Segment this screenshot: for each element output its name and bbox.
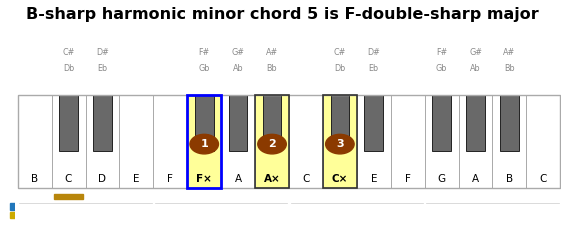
Text: D#: D# xyxy=(367,48,380,57)
Bar xyxy=(263,95,282,151)
Bar xyxy=(391,95,425,188)
Bar xyxy=(425,95,459,188)
Text: D: D xyxy=(99,174,106,184)
Bar xyxy=(52,95,86,188)
Text: Bb: Bb xyxy=(504,64,515,73)
Text: B: B xyxy=(31,174,38,184)
Bar xyxy=(10,212,15,218)
Bar xyxy=(289,95,323,188)
Text: Bb: Bb xyxy=(267,64,278,73)
Bar xyxy=(229,95,248,151)
Text: A: A xyxy=(472,174,479,184)
Text: C: C xyxy=(540,174,547,184)
Text: A: A xyxy=(235,174,242,184)
Text: E: E xyxy=(370,174,377,184)
Text: basicmusictheory.com: basicmusictheory.com xyxy=(5,80,10,145)
Text: A#: A# xyxy=(266,48,278,57)
Bar xyxy=(187,95,221,188)
Text: 3: 3 xyxy=(336,139,343,149)
Bar xyxy=(153,95,187,188)
Bar xyxy=(187,95,221,188)
Bar xyxy=(119,95,153,188)
Text: E: E xyxy=(133,174,140,184)
Text: Eb: Eb xyxy=(97,64,108,73)
Text: C: C xyxy=(302,174,310,184)
Text: C#: C# xyxy=(334,48,346,57)
Bar xyxy=(466,95,485,151)
Text: 2: 2 xyxy=(268,139,276,149)
Bar xyxy=(500,95,519,151)
Text: B-sharp harmonic minor chord 5 is F-double-sharp major: B-sharp harmonic minor chord 5 is F-doub… xyxy=(26,7,539,22)
Bar xyxy=(432,95,451,151)
Text: C×: C× xyxy=(332,174,348,184)
Bar xyxy=(54,194,83,199)
Text: D#: D# xyxy=(96,48,109,57)
Bar xyxy=(59,95,78,151)
Text: Gb: Gb xyxy=(436,64,448,73)
Text: C#: C# xyxy=(62,48,75,57)
Text: C: C xyxy=(65,174,72,184)
Bar xyxy=(323,95,357,188)
Bar xyxy=(10,203,15,210)
Circle shape xyxy=(325,134,354,154)
Text: F#: F# xyxy=(199,48,210,57)
Text: F: F xyxy=(405,174,410,184)
Bar xyxy=(17,95,52,188)
Text: A×: A× xyxy=(263,174,280,184)
Bar xyxy=(364,95,383,151)
Text: Db: Db xyxy=(334,64,346,73)
Text: F: F xyxy=(167,174,173,184)
Bar xyxy=(86,95,119,188)
Text: 1: 1 xyxy=(200,139,208,149)
Text: Eb: Eb xyxy=(369,64,379,73)
Bar xyxy=(255,95,289,188)
Bar xyxy=(357,95,391,188)
Circle shape xyxy=(258,134,287,154)
Bar xyxy=(526,95,560,188)
Text: G: G xyxy=(437,174,446,184)
Text: G#: G# xyxy=(231,48,245,57)
Circle shape xyxy=(190,134,218,154)
Bar xyxy=(93,95,112,151)
Text: B: B xyxy=(506,174,513,184)
Text: A#: A# xyxy=(503,48,516,57)
Bar xyxy=(459,95,493,188)
Bar xyxy=(493,95,526,188)
Text: F×: F× xyxy=(196,174,212,184)
Bar xyxy=(323,95,357,188)
Text: Ab: Ab xyxy=(233,64,243,73)
Bar xyxy=(330,95,349,151)
Text: F#: F# xyxy=(436,48,447,57)
Bar xyxy=(17,95,560,188)
Text: G#: G# xyxy=(469,48,482,57)
Text: Ab: Ab xyxy=(470,64,481,73)
Text: Gb: Gb xyxy=(199,64,210,73)
Bar xyxy=(255,95,289,188)
Bar xyxy=(221,95,255,188)
Bar xyxy=(195,95,213,151)
Text: Db: Db xyxy=(63,64,74,73)
